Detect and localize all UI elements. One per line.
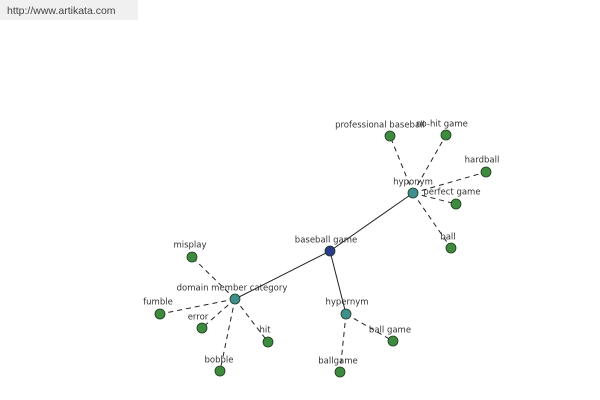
dashed-edge: [345, 313, 394, 342]
edge: [329, 192, 414, 252]
node[interactable]: [384, 130, 396, 142]
dashed-edge: [219, 298, 236, 372]
edges: [159, 134, 487, 373]
nodes: baseball game hyponym domain member catego…: [143, 120, 499, 378]
dashed-edge: [234, 298, 269, 343]
node-label: bobble: [205, 356, 234, 366]
dashed-edge: [412, 171, 487, 194]
node[interactable]: [154, 308, 166, 320]
node[interactable]: [186, 251, 198, 263]
node[interactable]: [445, 242, 457, 254]
node-label: fumble: [143, 298, 173, 308]
node[interactable]: [196, 322, 208, 334]
dashed-edge: [412, 134, 447, 194]
edge: [329, 250, 347, 315]
node-label: ball: [440, 233, 455, 243]
node[interactable]: [440, 129, 452, 141]
url-bar: [0, 0, 138, 20]
node-label: ball game: [369, 326, 411, 336]
node[interactable]: [407, 187, 419, 199]
node-label: hypernym: [325, 298, 368, 308]
node[interactable]: [340, 308, 352, 320]
edge: [234, 250, 331, 300]
node[interactable]: [334, 366, 346, 378]
dashed-edge: [191, 256, 236, 300]
dashed-edge: [412, 192, 457, 205]
node[interactable]: [480, 166, 492, 178]
node-label: professional baseball: [335, 121, 425, 131]
node-label: hit: [259, 326, 271, 336]
node-label: error: [188, 313, 209, 323]
node[interactable]: [387, 335, 399, 347]
dashed-edge: [201, 298, 236, 329]
dashed-edge: [412, 192, 452, 249]
node[interactable]: [324, 245, 336, 257]
node-label: baseball game: [295, 236, 357, 246]
node-label: hyponym: [393, 178, 433, 188]
node[interactable]: [450, 198, 462, 210]
node[interactable]: [262, 336, 274, 348]
node[interactable]: [229, 293, 241, 305]
url[interactable]: http://www.artikata.com: [7, 5, 116, 17]
node-label: hardball: [465, 156, 500, 166]
node-label: misplay: [173, 241, 206, 251]
dashed-edge: [389, 135, 414, 194]
node[interactable]: [214, 365, 226, 377]
node-label: ballgame: [318, 357, 357, 367]
dashed-edge: [339, 313, 347, 373]
node-label: domain member category: [177, 284, 288, 294]
dashed-edge: [159, 298, 236, 315]
node-label: perfect game: [423, 188, 480, 198]
node-label: no-hit game: [416, 120, 468, 130]
